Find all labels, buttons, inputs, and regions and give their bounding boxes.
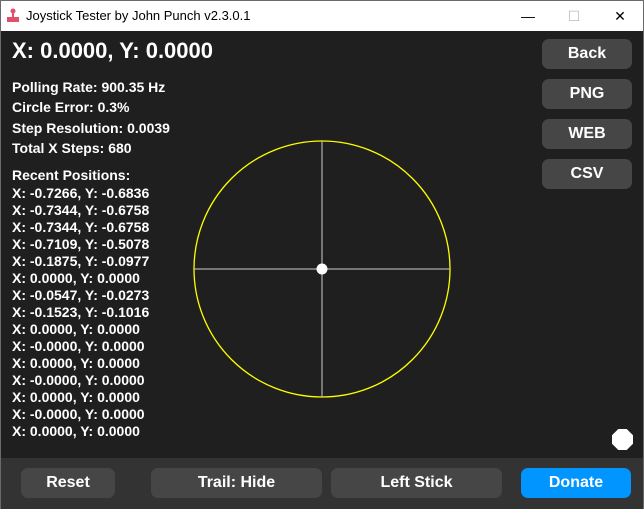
recent-position-item: X: -0.7109, Y: -0.5078 xyxy=(12,236,150,252)
polling-rate: Polling Rate: 900.35 Hz xyxy=(12,79,166,95)
circle-error: Circle Error: 0.3% xyxy=(12,99,130,116)
recent-position-item: X: -0.7344, Y: -0.6758 xyxy=(12,202,150,218)
recent-position-item: X: -0.0000, Y: 0.0000 xyxy=(12,406,145,422)
recent-position-item: X: 0.0000, Y: 0.0000 xyxy=(12,321,140,337)
web-button[interactable]: WEB xyxy=(542,119,632,149)
main-panel: X: 0.0000, Y: 0.0000 Polling Rate: 900.3… xyxy=(1,31,643,458)
bottom-toolbar: Reset Trail: Hide Left Stick Donate xyxy=(1,458,643,509)
title-bar: Joystick Tester by John Punch v2.3.0.1 —… xyxy=(1,1,643,31)
reset-button[interactable]: Reset xyxy=(21,468,115,498)
recent-position-item: X: -0.0547, Y: -0.0273 xyxy=(12,287,150,303)
recent-positions-title: Recent Positions: xyxy=(12,167,131,183)
recent-position-item: X: -0.1523, Y: -0.1016 xyxy=(12,304,150,320)
csv-button[interactable]: CSV xyxy=(542,159,632,189)
current-coordinates: X: 0.0000, Y: 0.0000 xyxy=(12,38,213,63)
maximize-button[interactable]: ☐ xyxy=(567,8,581,24)
recent-position-item: X: 0.0000, Y: 0.0000 xyxy=(12,389,140,405)
stats-list: Polling Rate: 900.35 Hz Circle Error: 0.… xyxy=(12,77,170,158)
joystick-plot xyxy=(193,140,451,398)
recent-position-item: X: -0.0000, Y: 0.0000 xyxy=(12,338,145,354)
donate-button[interactable]: Donate xyxy=(521,468,631,498)
status-indicator-icon xyxy=(612,429,633,450)
window-title: Joystick Tester by John Punch v2.3.0.1 xyxy=(26,8,251,23)
recent-position-item: X: 0.0000, Y: 0.0000 xyxy=(12,270,140,286)
joystick-app-icon xyxy=(7,8,19,22)
recent-position-item: X: -0.1875, Y: -0.0977 xyxy=(12,253,150,269)
minimize-button[interactable]: — xyxy=(521,8,535,24)
stick-select-button[interactable]: Left Stick xyxy=(331,468,502,498)
back-button[interactable]: Back xyxy=(542,39,632,69)
recent-position-item: X: 0.0000, Y: 0.0000 xyxy=(12,423,140,439)
close-button[interactable]: ✕ xyxy=(614,8,626,24)
recent-position-item: X: 0.0000, Y: 0.0000 xyxy=(12,355,140,371)
recent-positions: Recent Positions: X: -0.7266, Y: -0.6836… xyxy=(12,167,149,440)
step-resolution: Step Resolution: 0.0039 xyxy=(12,119,170,136)
total-x-steps: Total X Steps: 680 xyxy=(12,139,132,156)
stick-position-dot xyxy=(316,263,328,275)
recent-position-item: X: -0.7266, Y: -0.6836 xyxy=(12,185,150,201)
recent-position-item: X: -0.0000, Y: 0.0000 xyxy=(12,372,145,388)
png-button[interactable]: PNG xyxy=(542,79,632,109)
trail-toggle-button[interactable]: Trail: Hide xyxy=(151,468,322,498)
recent-position-item: X: -0.7344, Y: -0.6758 xyxy=(12,219,150,235)
